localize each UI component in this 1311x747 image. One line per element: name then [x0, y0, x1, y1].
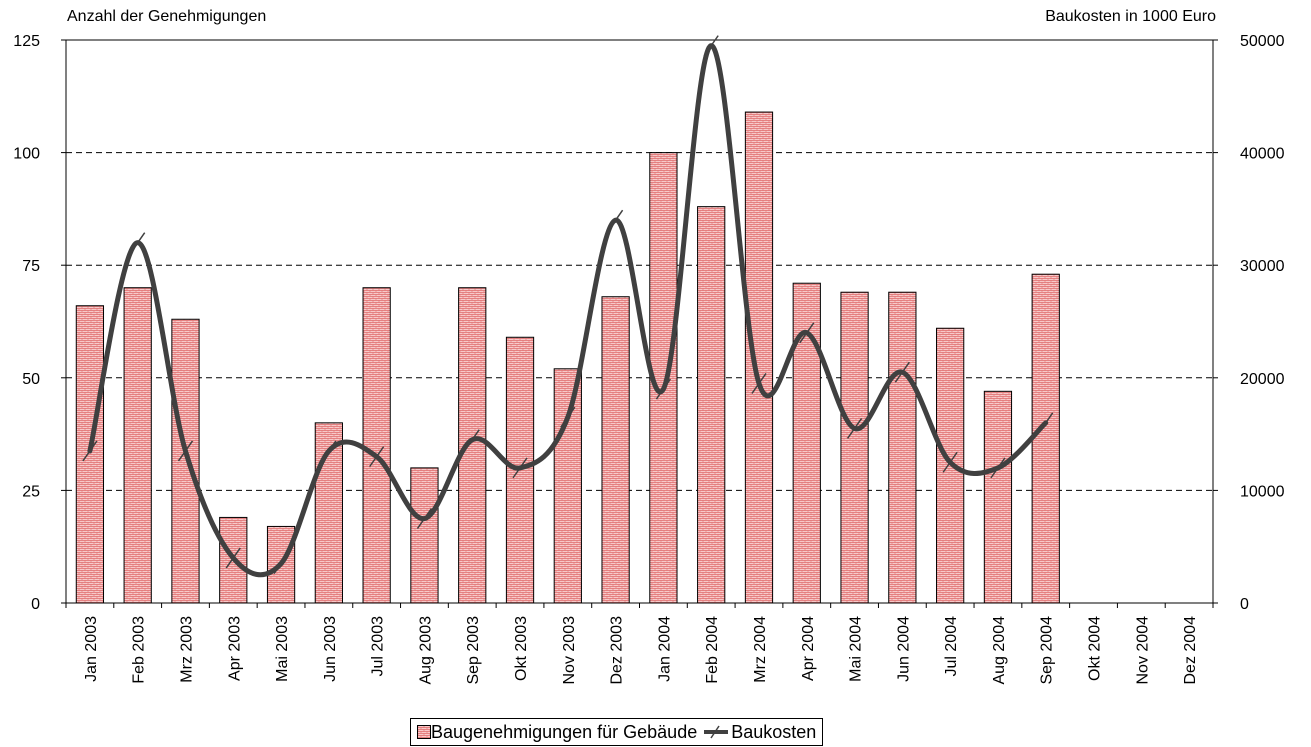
- bar: [697, 206, 726, 604]
- right-tick-label: 10000: [1240, 483, 1285, 500]
- x-tick-label: Sep 2004: [1039, 616, 1056, 685]
- left-tick-label: 25: [22, 483, 40, 500]
- line-series: [82, 35, 1054, 578]
- x-tick-label: Feb 2003: [131, 616, 148, 684]
- line-point-marker: [799, 322, 815, 344]
- line-point-marker: [273, 553, 289, 575]
- line-point-marker: [751, 372, 767, 394]
- right-tick-label: 50000: [1240, 33, 1285, 50]
- line-point-marker: [130, 232, 146, 254]
- x-tick-label: Feb 2004: [704, 616, 721, 684]
- right-tick-label: 30000: [1240, 258, 1285, 275]
- line-point-marker: [942, 451, 958, 473]
- line-point-marker: [846, 418, 863, 439]
- legend-item-line: Baukosten: [697, 722, 816, 743]
- legend-label-line: Baukosten: [731, 721, 817, 742]
- x-tick-label: Jan 2004: [656, 616, 673, 682]
- x-tick-label: Jul 2003: [370, 616, 387, 677]
- legend-bar-swatch: [417, 725, 431, 739]
- axes: 0 25 50 75 100 125 0 10000 20000 30000 40000 50000 J…: [13, 33, 1284, 685]
- line-point-marker: [607, 209, 624, 231]
- x-tick-label: Okt 2004: [1087, 616, 1104, 681]
- left-tick-label: 100: [13, 146, 40, 163]
- x-tick-label: Jan 2003: [83, 616, 100, 682]
- right-tick-label: 40000: [1240, 146, 1285, 163]
- bar: [75, 305, 105, 604]
- bar: [1031, 273, 1060, 604]
- x-tick-label: Dez 2004: [1182, 616, 1199, 685]
- x-tick-label: Apr 2004: [800, 616, 817, 681]
- x-tick-label: Dez 2003: [609, 616, 626, 685]
- x-tick-label: Nov 2003: [561, 616, 578, 685]
- left-axis-title: Anzahl der Genehmigungen: [67, 8, 267, 25]
- bar: [840, 291, 869, 604]
- line-point-marker: [82, 440, 98, 462]
- line-point-marker: [512, 457, 528, 479]
- x-tick-label: Jun 2004: [895, 616, 912, 682]
- x-tick-label: Mrz 2003: [178, 616, 195, 683]
- x-tick-label: Apr 2003: [226, 616, 243, 681]
- line-point-marker: [894, 361, 910, 383]
- line-point-marker: [560, 406, 576, 428]
- bar: [888, 291, 917, 604]
- line-point-marker: [703, 35, 719, 57]
- line-point-marker: [1038, 412, 1054, 434]
- line-point-marker: [990, 457, 1006, 479]
- line-point-marker: [225, 547, 241, 569]
- right-axis-title: Baukosten in 1000 Euro: [1045, 8, 1216, 25]
- x-tick-label: Aug 2004: [991, 616, 1008, 685]
- right-tick-label: 20000: [1240, 371, 1285, 388]
- left-tick-label: 125: [13, 33, 40, 50]
- line-point-marker: [321, 440, 337, 462]
- x-tick-label: Sep 2003: [465, 616, 482, 685]
- bar: [123, 287, 152, 604]
- right-tick-label: 0: [1240, 596, 1249, 613]
- bar: [601, 296, 630, 604]
- x-tick-label: Jul 2004: [943, 616, 960, 677]
- line-point-marker: [416, 508, 433, 529]
- bar: [410, 467, 439, 604]
- x-tick-label: Mai 2003: [274, 616, 291, 682]
- legend: Baugenehmigungen für Gebäude Baukosten: [410, 718, 824, 746]
- bar: [362, 287, 391, 604]
- bars: [75, 111, 1060, 604]
- gridlines: [66, 39, 1213, 491]
- legend-item-bars: Baugenehmigungen für Gebäude: [417, 722, 697, 743]
- left-tick-label: 0: [31, 596, 40, 613]
- legend-label-bars: Baugenehmigungen für Gebäude: [431, 721, 698, 742]
- x-tick-label: Okt 2003: [513, 616, 530, 681]
- x-tick-label: Nov 2004: [1134, 616, 1151, 685]
- bar: [171, 318, 200, 604]
- line-point-marker: [177, 440, 194, 462]
- bar: [744, 111, 774, 604]
- bar: [553, 368, 582, 604]
- bar: [983, 390, 1013, 604]
- x-tick-label: Mai 2004: [848, 616, 865, 682]
- left-tick-label: 50: [22, 371, 40, 388]
- line-point-marker: [464, 429, 480, 451]
- line-point-marker: [655, 378, 672, 400]
- x-tick-label: Jun 2003: [322, 616, 339, 682]
- x-tick-label: Aug 2003: [417, 616, 434, 685]
- legend-line-swatch: [704, 725, 729, 739]
- bar: [458, 287, 487, 604]
- left-tick-label: 75: [22, 258, 40, 275]
- line-point-marker: [369, 446, 385, 468]
- x-tick-label: Mrz 2004: [752, 616, 769, 683]
